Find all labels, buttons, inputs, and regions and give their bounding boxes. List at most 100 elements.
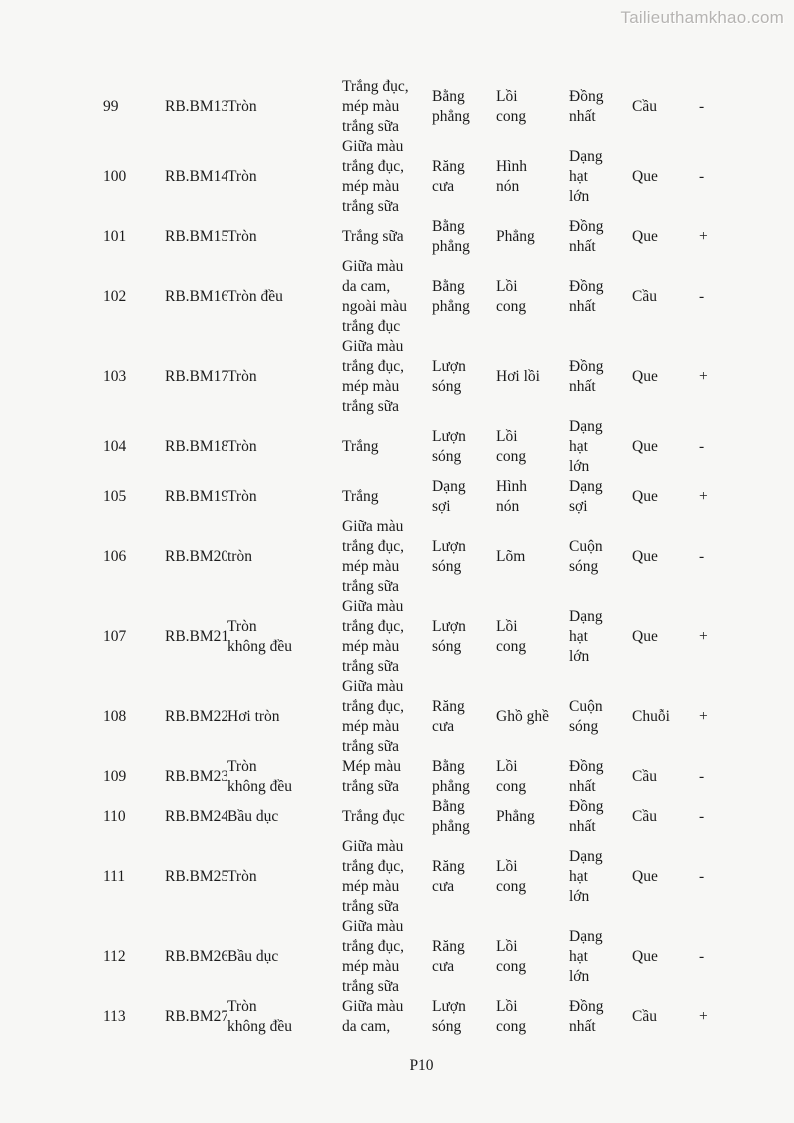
cell-edge: Lượn sóng [432,538,466,575]
cell-stt: 104 [103,438,127,455]
cell-surface: Hình nón [496,158,527,195]
cell-surface: Lồi cong [496,998,527,1035]
cell-structure: Dạng sợi [569,478,603,515]
cell-shape: Tròn [227,168,257,185]
cell-color: Mép màu trắng sữa [342,758,401,795]
page-number: P10 [409,1057,434,1074]
cell-stt: 101 [103,228,127,245]
cell-shape: Tròn [227,868,257,885]
cell-color: Giữa màu trắng đục, mép màu trắng sữa [342,838,404,915]
cell-cell_shape: Que [632,948,658,965]
cell-stt: 105 [103,488,127,505]
table-row: 105 RB.BM19 Tròn Trắng Dạng sợi Hình nón Dạng … [103,477,740,517]
cell-surface: Lồi cong [496,428,527,465]
table-row: 104 RB.BM18 Tròn Trắng Lượn sóng Lồi cong Dạng… [103,417,740,477]
cell-structure: Dạng hạt lớn [569,848,603,905]
cell-edge: Bằng phẳng [432,88,470,125]
cell-stt: 102 [103,288,127,305]
cell-id: RB.BM25 [165,868,227,885]
cell-stt: 99 [103,98,119,115]
cell-surface: Hơi lồi [496,368,540,385]
cell-gram: - [699,768,705,785]
cell-surface: Phẳng [496,808,535,825]
cell-surface: Lõm [496,548,526,565]
table-row: 99 RB.BM13 Tròn Trắng đục, mép màu trắng sữ… [103,77,740,137]
cell-shape: Tròn không đều [227,618,293,655]
cell-gram: + [699,708,708,725]
cell-stt: 113 [103,1008,126,1025]
cell-shape: Hơi tròn [227,708,280,725]
cell-color: Giữa màu trắng đục, mép màu trắng sữa [342,598,404,675]
cell-structure: Đồng nhất [569,358,604,395]
cell-color: Trắng sữa [342,228,404,245]
cell-color: Giữa màu trắng đục, mép màu trắng sữa [342,518,404,595]
cell-surface: Ghồ ghề [496,708,549,725]
cell-id: RB.BM21 [165,628,227,645]
cell-edge: Bằng phẳng [432,278,470,315]
cell-edge: Bằng phẳng [432,798,470,835]
cell-id: RB.BM26 [165,948,227,965]
table-row: 113 RB.BM27 Tròn không đều Giữa màu da cam,… [103,997,740,1037]
cell-edge: Răng cưa [432,858,465,895]
cell-gram: + [699,628,708,645]
cell-gram: - [699,548,705,565]
cell-structure: Đồng nhất [569,278,604,315]
cell-edge: Lượn sóng [432,618,466,655]
cell-surface: Lồi cong [496,758,527,795]
cell-gram: + [699,228,708,245]
cell-shape: Tròn đều [227,288,283,305]
cell-gram: + [699,1008,708,1025]
cell-color: Giữa màu trắng đục, mép màu trắng sữa [342,138,404,215]
cell-id: RB.BM15 [165,228,227,245]
cell-id: RB.BM23 [165,768,227,785]
cell-structure: Dạng hạt lớn [569,148,603,205]
cell-stt: 107 [103,628,127,645]
table-row: 111 RB.BM25 Tròn Giữa màu trắng đục, mép mà… [103,837,740,917]
strain-characteristics-table: 99 RB.BM13 Tròn Trắng đục, mép màu trắng sữ… [103,77,740,1037]
cell-cell_shape: Cầu [632,768,657,785]
cell-id: RB.BM19 [165,488,227,505]
cell-color: Trắng đục, mép màu trắng sữa [342,78,409,135]
table-row: 112 RB.BM26 Bầu dục Giữa màu trắng đục, mép… [103,917,740,997]
cell-stt: 111 [103,868,126,885]
cell-edge: Bằng phẳng [432,218,470,255]
cell-cell_shape: Que [632,368,658,385]
cell-id: RB.BM17 [165,368,227,385]
cell-gram: - [699,98,705,115]
cell-shape: Tròn [227,488,257,505]
cell-surface: Lồi cong [496,278,527,315]
cell-id: RB.BM27 [165,1008,227,1025]
cell-edge: Lượn sóng [432,998,466,1035]
cell-gram: - [699,808,705,825]
cell-stt: 103 [103,368,127,385]
cell-surface: Hình nón [496,478,527,515]
cell-color: Giữa màu da cam, ngoài màu trắng đục [342,258,407,335]
cell-cell_shape: Cầu [632,98,657,115]
cell-structure: Đồng nhất [569,998,604,1035]
cell-color: Giữa màu trắng đục, mép màu trắng sữa [342,338,404,415]
cell-color: Giữa màu trắng đục, mép màu trắng sữa [342,678,404,755]
cell-cell_shape: Que [632,168,658,185]
cell-surface: Lồi cong [496,88,527,125]
cell-shape: Tròn [227,368,257,385]
cell-cell_shape: Que [632,438,658,455]
strain-table-body: 99 RB.BM13 Tròn Trắng đục, mép màu trắng sữ… [103,77,740,1037]
cell-cell_shape: Cầu [632,808,657,825]
cell-edge: Lượn sóng [432,428,466,465]
cell-color: Trắng [342,438,379,455]
cell-shape: Tròn không đều [227,998,293,1035]
cell-structure: Đồng nhất [569,88,604,125]
cell-shape: Tròn [227,438,257,455]
cell-structure: Đồng nhất [569,758,604,795]
table-row: 102 RB.BM16 Tròn đều Giữa màu da cam, ngoài… [103,257,740,337]
cell-gram: + [699,488,708,505]
cell-gram: - [699,868,705,885]
cell-stt: 108 [103,708,127,725]
cell-surface: Phẳng [496,228,535,245]
cell-color: Trắng [342,488,379,505]
cell-gram: + [699,368,708,385]
cell-structure: Đồng nhất [569,218,604,255]
table-row: 101 RB.BM15 Tròn Trắng sữa Bằng phẳng Phẳng Đồ… [103,217,740,257]
cell-stt: 110 [103,808,126,825]
cell-id: RB.BM22 [165,708,227,725]
